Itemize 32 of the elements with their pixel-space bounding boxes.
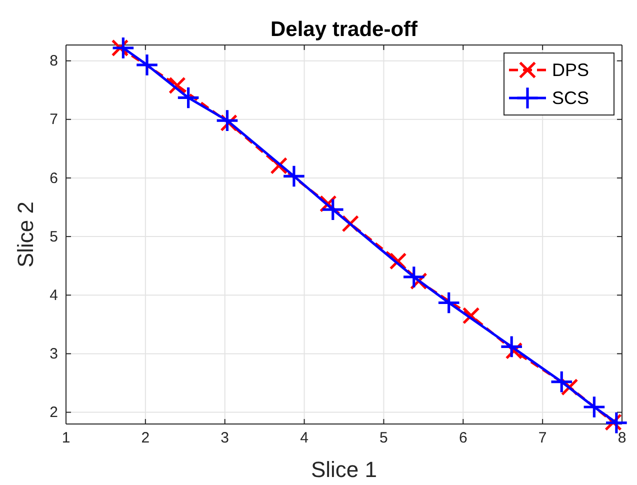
- x-tick-label: 5: [380, 430, 388, 447]
- y-tick-label: 5: [50, 228, 58, 246]
- x-tick-label: 8: [618, 430, 626, 447]
- point: [112, 38, 134, 58]
- y-axis-title: Slice 2: [13, 201, 38, 268]
- y-tick-label: 4: [50, 286, 58, 304]
- point: [403, 266, 424, 288]
- point: [178, 87, 199, 108]
- x-tick-label: 4: [300, 430, 308, 447]
- point: [551, 371, 572, 392]
- x-tick-label: 7: [538, 430, 547, 447]
- legend-label: SCS: [552, 88, 590, 108]
- x-tick-label: 2: [141, 430, 150, 447]
- point: [584, 396, 605, 418]
- x-tick-label: 1: [62, 430, 70, 447]
- point: [284, 166, 304, 187]
- y-tick-label: 3: [50, 346, 58, 363]
- x-tick-label: 6: [458, 430, 468, 447]
- y-tick-label: 8: [50, 52, 58, 70]
- point: [322, 199, 344, 220]
- point: [606, 412, 627, 434]
- point: [216, 110, 238, 131]
- y-tick-label: 6: [50, 170, 58, 187]
- point: [438, 292, 460, 314]
- legend-label: DPS: [552, 60, 590, 80]
- x-tick-label: 3: [220, 430, 230, 447]
- point: [501, 336, 522, 358]
- y-tick-label: 7: [50, 111, 58, 128]
- x-axis-title: Slice 1: [310, 457, 378, 482]
- y-tick-label: 2: [50, 404, 58, 422]
- point: [136, 54, 158, 76]
- chart-title: Delay trade-off: [270, 18, 419, 41]
